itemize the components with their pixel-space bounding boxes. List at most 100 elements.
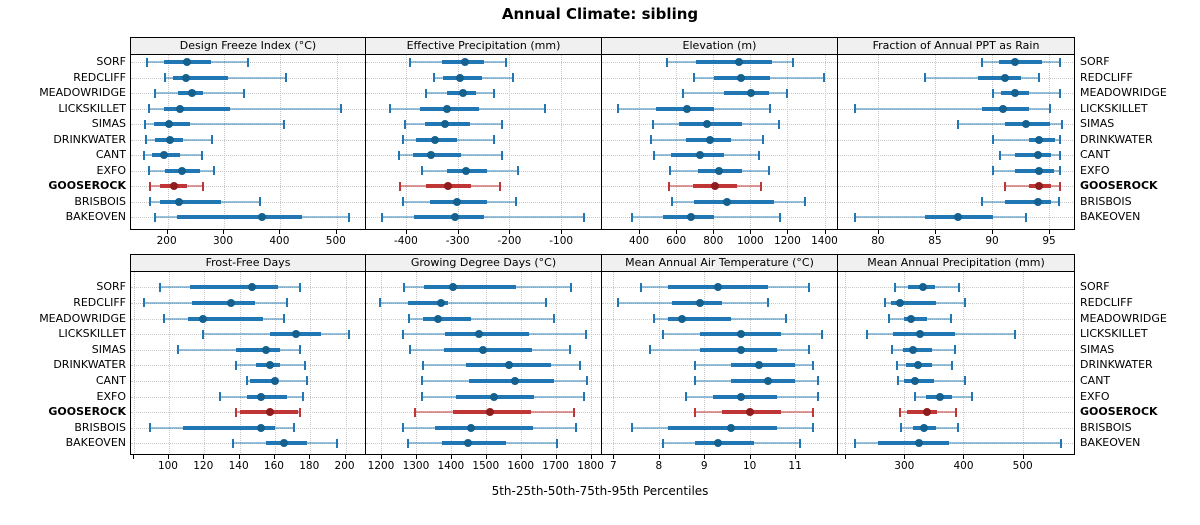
interquartile-bar-25-75 — [695, 441, 755, 446]
panel-strip: Design Freeze Index (°C) — [130, 37, 366, 55]
whisker-end-cap — [201, 329, 204, 339]
axis-tick-label: 1300 — [402, 460, 430, 472]
median-dot — [489, 392, 498, 401]
median-dot — [448, 283, 457, 292]
interquartile-bar-25-75 — [250, 378, 279, 383]
median-dot — [265, 408, 274, 417]
interquartile-bar-25-75 — [978, 75, 1021, 80]
site-label-right: LICKSKILLET — [1080, 101, 1148, 115]
grid-line-vertical — [204, 272, 206, 453]
panel-plot — [130, 55, 366, 230]
axis-tick-label: 1600 — [507, 460, 535, 472]
interquartile-bar-25-75 — [173, 75, 228, 80]
grid-line-vertical — [590, 272, 592, 453]
median-dot — [441, 120, 450, 129]
interquartile-bar-25-75 — [907, 410, 938, 415]
whisker-end-cap — [653, 314, 656, 323]
whisker-end-cap — [1059, 88, 1062, 98]
axis-tick-label: 500 — [325, 235, 346, 247]
panel-strip: Frost-Free Days — [130, 254, 366, 272]
axis-tick-label: 600 — [666, 235, 687, 247]
grid-line-horizontal — [131, 155, 365, 157]
axis-tick — [713, 230, 715, 234]
median-dot — [1000, 73, 1009, 82]
median-dot — [734, 58, 743, 67]
whisker-end-cap — [143, 119, 146, 129]
whisker-end-cap — [681, 88, 684, 98]
grid-line-vertical — [1022, 272, 1024, 453]
interquartile-bar-25-75 — [246, 394, 288, 399]
grid-line-horizontal — [131, 380, 365, 382]
axis-tick-label: 300 — [894, 460, 915, 472]
whisker-end-cap — [148, 166, 151, 176]
panel-plot — [838, 272, 1075, 455]
median-dot — [935, 392, 944, 401]
whisker-end-cap — [812, 360, 815, 370]
whisker-end-cap — [144, 135, 147, 145]
grid-line-horizontal — [838, 380, 1073, 382]
axis-tick-label: 1400 — [437, 460, 465, 472]
site-label-left: DRINKWATER — [53, 358, 126, 372]
grid-line-horizontal — [131, 186, 365, 188]
grid-line-vertical — [639, 55, 641, 228]
axis-tick — [963, 455, 965, 459]
grid-line-horizontal — [366, 108, 600, 110]
median-dot — [467, 423, 476, 432]
whisker-end-cap — [957, 423, 960, 433]
panel-plot — [602, 272, 838, 455]
percentile-whisker-5-95 — [149, 107, 342, 110]
axis-tick — [658, 455, 660, 459]
median-dot — [292, 330, 301, 339]
axis-tick-label: 300 — [213, 235, 234, 247]
site-label-left: BAKEOVEN — [65, 210, 126, 224]
axis-tick — [992, 230, 993, 234]
median-dot — [165, 135, 174, 144]
whisker-end-cap — [285, 73, 288, 83]
axis-tick — [520, 455, 522, 459]
grid-line-horizontal — [131, 108, 365, 110]
whisker-end-cap — [761, 135, 764, 145]
whisker-end-cap — [424, 88, 427, 98]
site-label-right: REDCLIFF — [1080, 70, 1133, 84]
whisker-end-cap — [574, 423, 577, 433]
site-label-left: REDCLIFF — [73, 70, 126, 84]
axis-tick — [750, 230, 752, 234]
axis-tick-label: 1800 — [577, 460, 604, 472]
axis-tick — [166, 230, 168, 234]
whisker-end-cap — [1049, 104, 1052, 114]
whisker-end-cap — [303, 360, 306, 370]
whisker-end-cap — [401, 329, 404, 339]
whisker-end-cap — [245, 376, 248, 386]
whisker-end-cap — [963, 298, 966, 308]
grid-line-vertical — [658, 272, 660, 453]
whisker-end-cap — [685, 392, 688, 401]
whisker-end-cap — [812, 407, 815, 417]
whisker-end-cap — [779, 212, 782, 222]
site-label-left: REDCLIFF — [73, 295, 126, 309]
axis-tick-label: 80 — [871, 235, 885, 247]
whisker-end-cap — [282, 119, 285, 129]
whisker-end-cap — [980, 197, 983, 207]
whisker-end-cap — [586, 376, 589, 386]
whisker-end-cap — [866, 329, 868, 339]
grid-line-horizontal — [131, 139, 365, 141]
whisker-end-cap — [421, 376, 424, 386]
grid-line-horizontal — [838, 170, 1073, 172]
whisker-end-cap — [951, 360, 954, 370]
axis-tick-label: 1500 — [472, 460, 500, 472]
axis-tick — [279, 230, 281, 234]
grid-line-vertical — [824, 55, 826, 228]
median-dot — [736, 73, 745, 82]
whisker-end-cap — [950, 314, 953, 323]
interquartile-bar-25-75 — [163, 106, 230, 111]
axis-tick — [877, 230, 879, 234]
whisker-end-cap — [202, 181, 205, 191]
whisker-end-cap — [639, 282, 642, 292]
axis-tick — [335, 230, 337, 234]
site-label-right: CANT — [1080, 373, 1111, 387]
median-dot — [256, 423, 265, 432]
grid-line-vertical — [561, 55, 563, 228]
axis-tick — [555, 455, 557, 459]
whisker-end-cap — [1058, 197, 1061, 207]
whisker-end-cap — [651, 119, 654, 129]
